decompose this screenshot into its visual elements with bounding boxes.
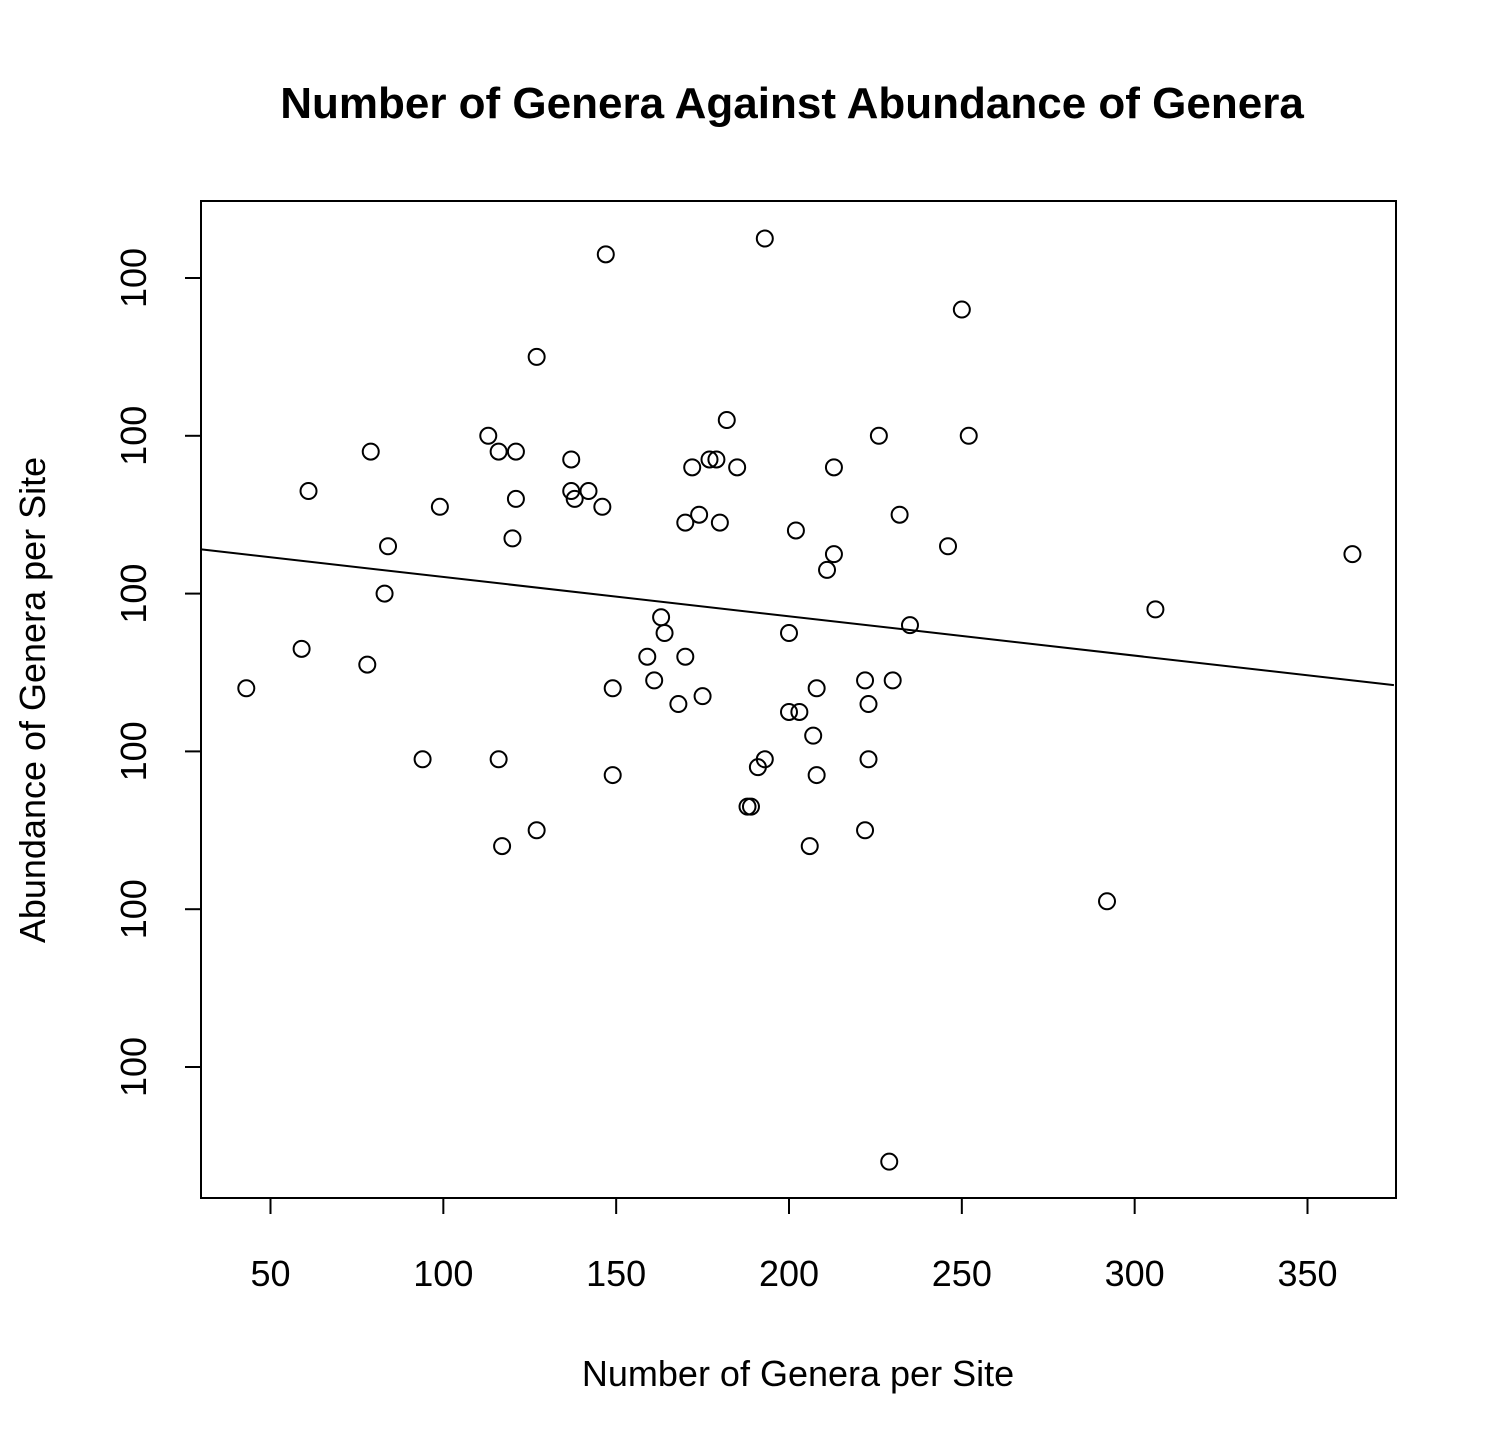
data-point	[375, 584, 394, 603]
data-point	[379, 537, 398, 556]
data-point	[645, 671, 664, 690]
data-point	[780, 702, 798, 721]
data-point	[856, 821, 875, 840]
data-point	[579, 482, 598, 501]
data-point	[1098, 892, 1117, 911]
data-point	[959, 426, 978, 445]
data-point	[755, 750, 774, 769]
y-tick-label: 100	[113, 406, 154, 466]
data-point	[800, 837, 819, 856]
data-point	[755, 229, 774, 248]
data-point	[693, 687, 712, 706]
data-point	[506, 489, 525, 508]
data-point	[824, 458, 843, 477]
data-point	[652, 608, 671, 627]
data-point	[869, 426, 888, 445]
x-tick-label: 50	[250, 1253, 290, 1294]
data-point	[565, 489, 584, 508]
data-point	[883, 671, 902, 690]
x-axis-label: Number of Genera per Site	[582, 1353, 1014, 1394]
data-point	[299, 482, 318, 501]
data-point	[527, 347, 546, 366]
data-point	[361, 442, 380, 461]
data-point	[292, 639, 311, 658]
data-point	[859, 750, 878, 769]
points-layer	[237, 229, 1362, 1171]
data-point	[562, 482, 581, 501]
data-point	[493, 837, 512, 856]
y-axis-label: Abundance of Genera per Site	[12, 457, 53, 943]
x-tick-label: 250	[932, 1253, 992, 1294]
data-point	[562, 450, 581, 469]
data-point	[638, 647, 657, 666]
y-tick-label: 100	[113, 721, 154, 781]
data-point	[790, 702, 809, 721]
data-point	[676, 647, 695, 666]
data-point	[952, 300, 971, 319]
x-tick-label: 100	[413, 1253, 473, 1294]
data-point	[503, 529, 522, 548]
regression-line	[201, 548, 1395, 687]
data-point	[710, 513, 729, 532]
data-point	[880, 1152, 899, 1171]
data-point	[1343, 545, 1362, 564]
data-point	[489, 442, 508, 461]
x-tick-label: 150	[586, 1253, 646, 1294]
data-point	[489, 750, 508, 769]
data-point	[506, 442, 525, 461]
data-point	[603, 679, 622, 698]
data-point	[527, 821, 546, 840]
x-axis: 50 100 150 200 250 300 350	[250, 1197, 1338, 1294]
data-point	[655, 624, 674, 643]
data-point	[413, 750, 432, 769]
data-point	[596, 245, 615, 264]
data-point	[856, 671, 875, 690]
data-point	[430, 497, 449, 516]
x-tick-label: 350	[1277, 1253, 1337, 1294]
data-point	[741, 797, 760, 816]
data-point	[807, 766, 826, 785]
plot-frame	[200, 200, 1397, 1199]
regression-line-layer	[201, 548, 1395, 687]
data-point	[807, 679, 826, 698]
data-point	[676, 513, 695, 532]
data-point	[890, 505, 909, 524]
data-point	[728, 458, 747, 477]
data-point	[780, 624, 798, 643]
data-point	[479, 426, 498, 445]
data-point	[683, 458, 702, 477]
x-tick-label: 300	[1105, 1253, 1165, 1294]
data-point	[593, 497, 612, 516]
data-point	[738, 797, 757, 816]
data-point	[900, 616, 919, 635]
data-point	[786, 521, 805, 540]
y-tick-label: 100	[113, 1037, 154, 1097]
data-point	[669, 695, 688, 714]
data-point	[358, 655, 377, 674]
data-point	[717, 411, 736, 430]
data-point	[603, 766, 622, 785]
data-point	[700, 450, 719, 469]
y-axis: 100 100 100 100 100 100	[113, 248, 202, 1097]
data-point	[1146, 600, 1165, 619]
data-point	[690, 505, 709, 524]
y-tick-label: 100	[113, 879, 154, 939]
chart-title: Number of Genera Against Abundance of Ge…	[280, 79, 1304, 128]
data-point	[818, 560, 837, 579]
x-tick-label: 200	[759, 1253, 819, 1294]
data-point	[859, 695, 878, 714]
y-tick-label: 100	[113, 564, 154, 624]
data-point	[804, 726, 823, 745]
y-tick-label: 100	[113, 248, 154, 308]
data-point	[707, 450, 726, 469]
data-point	[237, 679, 256, 698]
data-point	[939, 537, 958, 556]
data-point	[824, 545, 843, 564]
